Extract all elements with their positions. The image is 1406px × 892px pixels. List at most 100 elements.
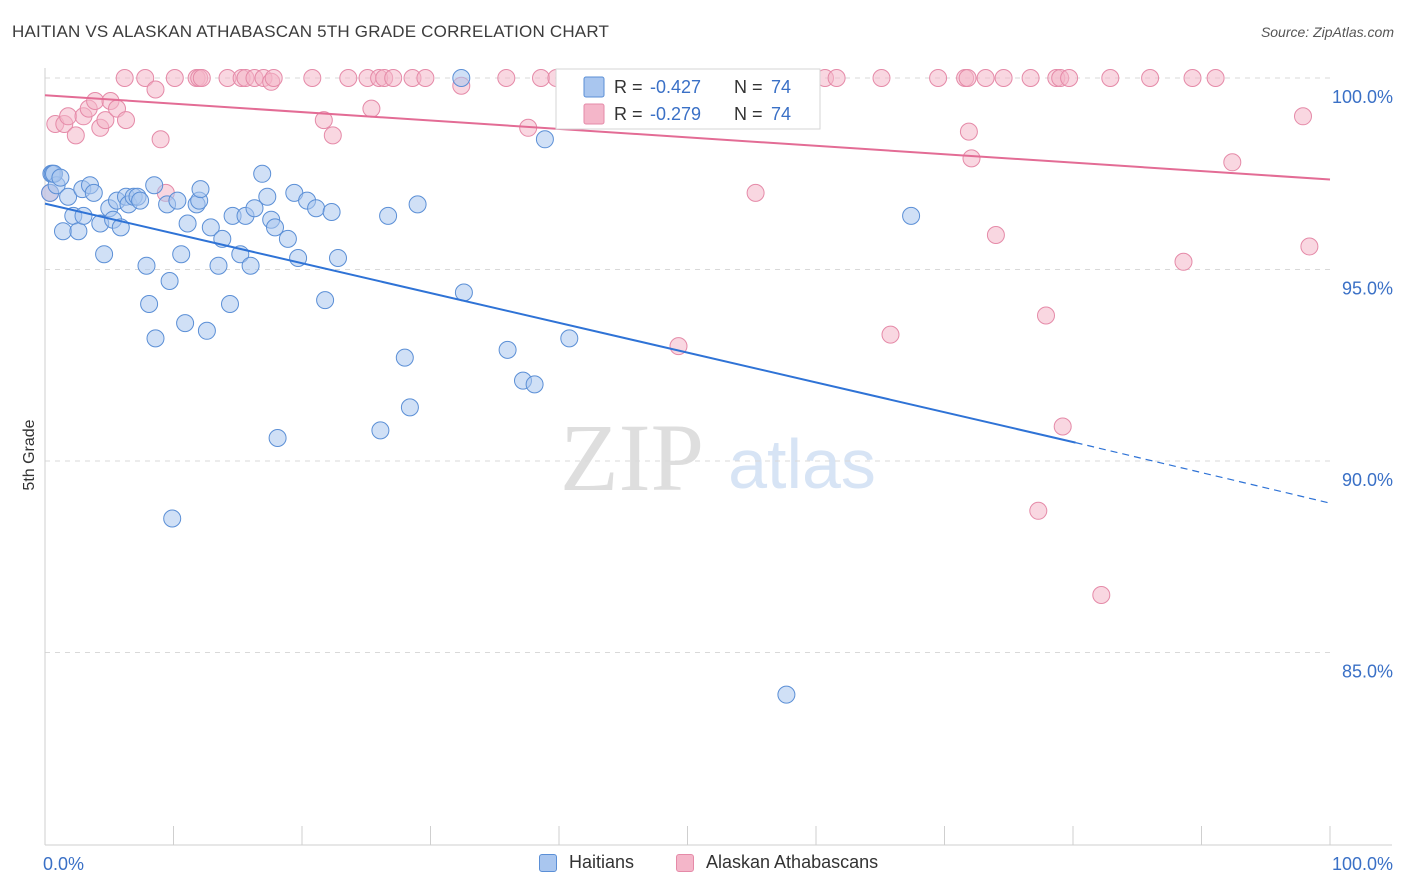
data-point — [84, 183, 103, 202]
data-point — [1174, 252, 1193, 271]
y-tick-label: 100.0% — [1332, 87, 1393, 107]
data-point — [145, 176, 164, 195]
legend-r-value-alaskan: -0.279 — [650, 104, 701, 124]
data-point — [1092, 586, 1111, 604]
data-point — [151, 130, 170, 149]
data-point — [115, 69, 134, 87]
data-point — [59, 107, 78, 126]
data-point — [303, 69, 322, 87]
data-point — [929, 69, 948, 87]
data-point — [137, 256, 156, 275]
data-point — [209, 256, 228, 275]
data-point — [452, 69, 471, 87]
data-point — [1206, 69, 1225, 87]
data-point — [400, 398, 419, 417]
legend-n-value-alaskan: 74 — [771, 104, 791, 124]
data-point — [322, 203, 341, 221]
x-tick-label-min: 0.0% — [43, 854, 84, 874]
data-point — [1029, 501, 1048, 520]
data-point — [221, 295, 239, 313]
data-point — [51, 168, 70, 187]
data-point — [416, 69, 435, 87]
data-point — [74, 206, 93, 225]
data-point — [165, 69, 184, 87]
data-point — [66, 126, 85, 145]
data-point — [192, 69, 211, 87]
data-point — [1053, 417, 1072, 436]
data-point — [316, 291, 335, 310]
data-point — [1060, 69, 1079, 87]
stats-legend: R = -0.427 N = 74 R = -0.279 N = 74 — [555, 68, 821, 130]
data-point — [1294, 107, 1312, 126]
legend-swatch-haitians-bottom — [539, 853, 557, 872]
data-point — [178, 214, 197, 233]
data-point — [136, 69, 155, 87]
data-point — [777, 685, 796, 704]
data-point — [131, 191, 150, 210]
data-point — [1021, 69, 1040, 87]
data-point — [59, 187, 78, 206]
data-point — [69, 222, 88, 241]
data-point — [1101, 69, 1120, 87]
source-credit: Source: ZipAtlas.com — [1260, 24, 1394, 40]
data-point — [266, 218, 284, 237]
data-point — [146, 80, 165, 99]
trend-line-alaskan — [44, 94, 1331, 181]
data-point — [1183, 69, 1202, 87]
data-point — [168, 191, 187, 210]
watermark-zip: ZIP — [560, 404, 704, 511]
legend-item-haitians[interactable]: Haitians — [539, 852, 634, 873]
data-point — [371, 421, 390, 440]
data-point — [117, 111, 135, 130]
data-point — [314, 111, 333, 130]
watermark-atlas: atlas — [728, 425, 876, 503]
legend-r-label-alaskan: R = — [614, 104, 643, 124]
data-point — [395, 348, 414, 367]
data-point — [1300, 237, 1319, 256]
x-tick-label-max: 100.0% — [1332, 854, 1393, 874]
grid-lines — [45, 77, 1330, 653]
data-point — [241, 256, 260, 275]
data-point — [146, 329, 165, 348]
axes — [44, 68, 1392, 846]
data-point — [827, 69, 846, 87]
data-point — [264, 69, 283, 87]
data-point — [95, 245, 114, 264]
data-point — [525, 375, 544, 394]
legend-n-value-haitians: 74 — [771, 77, 791, 97]
y-tick-label: 90.0% — [1342, 470, 1393, 490]
legend-swatch-alaskan — [583, 103, 605, 125]
legend-item-alaskan[interactable]: Alaskan Athabascans — [676, 852, 878, 873]
legend-n-label-haitians: N = — [734, 77, 763, 97]
data-point — [140, 295, 159, 313]
data-point — [176, 314, 195, 333]
legend-swatch-haitians — [583, 76, 605, 98]
data-point — [253, 164, 272, 183]
data-point — [535, 130, 554, 149]
data-point — [163, 509, 182, 528]
trend-lines — [44, 94, 1331, 504]
y-tick-labels: 100.0% 95.0% 90.0% 85.0% — [1332, 87, 1393, 682]
data-point — [958, 69, 977, 87]
data-point — [1223, 153, 1242, 172]
data-point — [408, 195, 427, 214]
data-point — [379, 206, 398, 225]
data-point — [160, 272, 179, 290]
data-point — [994, 69, 1013, 87]
legend-label-haitians: Haitians — [569, 852, 635, 872]
data-point — [86, 92, 105, 110]
data-point — [329, 249, 347, 267]
data-point — [498, 340, 517, 359]
data-point — [54, 222, 72, 241]
data-point — [986, 226, 1005, 244]
series-alaskan-athabascans — [41, 69, 1319, 604]
data-point — [268, 429, 287, 447]
data-point — [362, 99, 381, 118]
data-point — [746, 183, 765, 202]
data-point — [532, 69, 550, 87]
y-tick-label: 85.0% — [1342, 662, 1393, 682]
data-point — [881, 325, 900, 344]
chart-title: HAITIAN VS ALASKAN ATHABASCAN 5TH GRADE … — [12, 22, 610, 41]
data-point — [278, 229, 297, 248]
data-point — [323, 126, 342, 145]
